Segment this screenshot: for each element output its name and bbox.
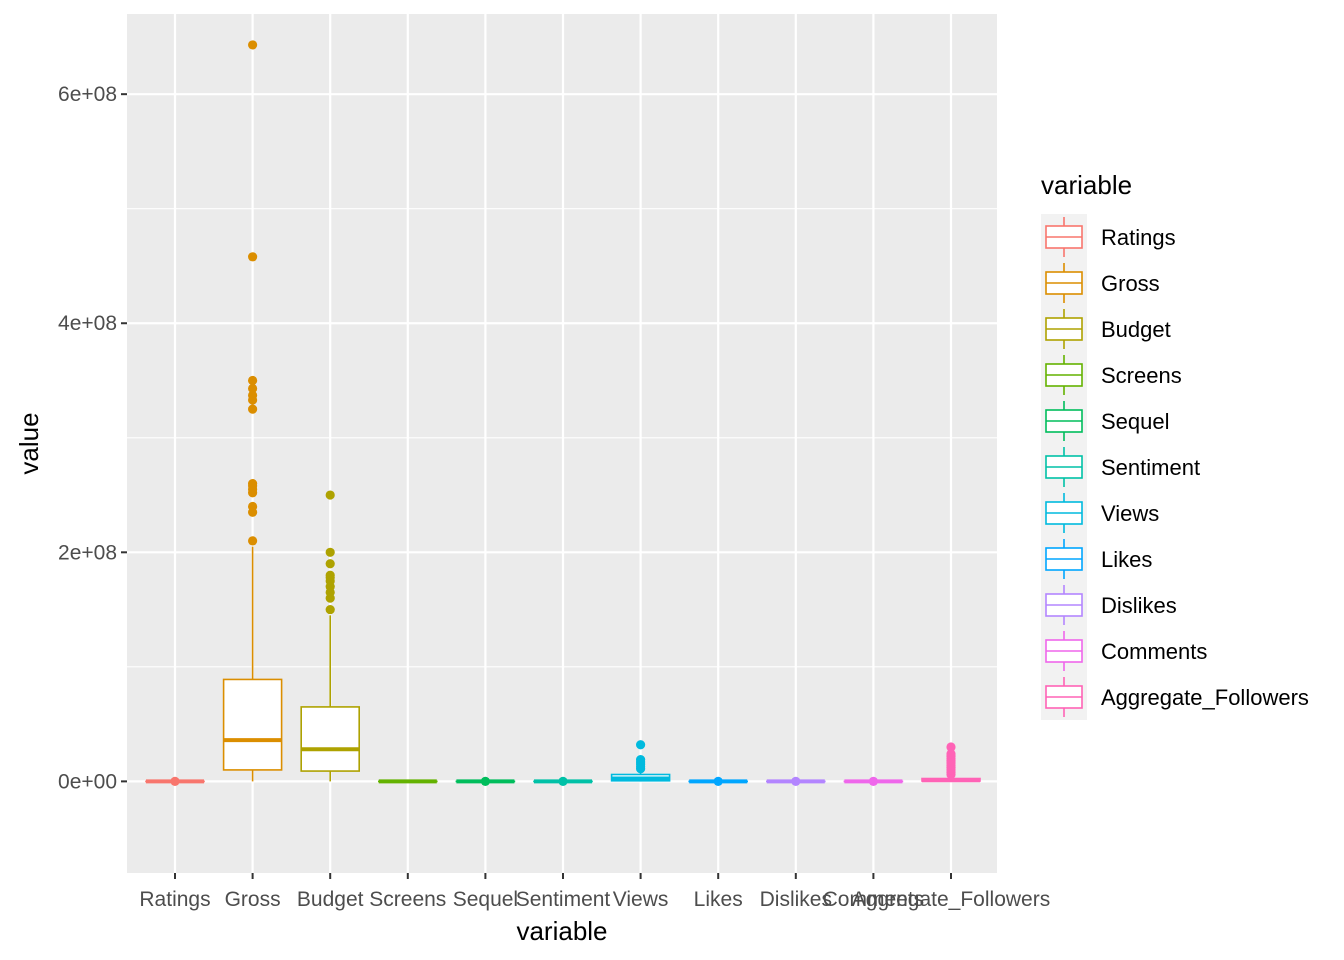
legend-label: Gross — [1101, 271, 1160, 296]
outlier-point — [868, 776, 879, 786]
legend-label: Sentiment — [1101, 455, 1200, 480]
outlier-point — [325, 547, 335, 557]
box-body — [222, 678, 283, 771]
outlier-point — [636, 755, 646, 765]
legend-label: Comments — [1101, 639, 1207, 664]
legend-label: Dislikes — [1101, 593, 1177, 618]
legend-title: variable — [1041, 170, 1132, 200]
box-comments — [843, 776, 904, 786]
outlier-point — [248, 501, 258, 512]
legend-item-gross: Gross — [1041, 260, 1160, 306]
legend-label: Screens — [1101, 363, 1182, 388]
legend-item-likes: Likes — [1041, 536, 1152, 582]
legend-item-comments: Comments — [1041, 628, 1207, 674]
box-sequel — [455, 776, 516, 786]
x-tick-label: Budget — [297, 888, 364, 911]
box-likes — [688, 776, 749, 786]
x-tick-label: Sequel — [453, 888, 518, 911]
outlier-point — [946, 749, 956, 759]
box-ratings — [145, 776, 205, 786]
legend-label: Ratings — [1101, 225, 1176, 250]
outlier-point — [791, 776, 801, 786]
legend-item-budget: Budget — [1041, 306, 1171, 352]
outlier-point — [325, 559, 335, 569]
box-gross — [222, 40, 283, 782]
legend-item-screens: Screens — [1041, 352, 1182, 398]
y-axis-title: value — [14, 412, 44, 474]
outlier-point — [248, 390, 258, 400]
outlier-point — [480, 776, 490, 786]
legend-item-sentiment: Sentiment — [1041, 444, 1200, 490]
x-tick-label: Gross — [225, 888, 281, 911]
outlier-point — [248, 375, 258, 386]
outlier-point — [325, 490, 335, 500]
y-tick-label: 2e+08 — [58, 541, 117, 564]
x-tick-label: Views — [613, 888, 669, 911]
outlier-point — [248, 536, 258, 546]
y-tick-label: 0e+00 — [58, 770, 117, 793]
x-tick-label: Aggregate_Followers — [852, 888, 1050, 911]
legend-item-sequel: Sequel — [1041, 398, 1170, 444]
outlier-point — [170, 776, 180, 786]
box-aggregate-followers — [921, 742, 981, 783]
legend: variable Ratings Gross Budget Screens Sequel S… — [1041, 170, 1309, 720]
box-dislikes — [765, 776, 826, 786]
outlier-point — [248, 404, 258, 414]
outlier-point — [558, 776, 568, 786]
legend-label: Budget — [1101, 317, 1171, 342]
outlier-point — [713, 776, 723, 786]
x-tick-label: Sentiment — [516, 888, 611, 911]
box-budget — [300, 490, 361, 782]
y-tick-label: 4e+08 — [58, 312, 117, 335]
outlier-point — [248, 383, 258, 394]
outlier-point — [248, 478, 258, 489]
legend-label: Views — [1101, 501, 1159, 526]
outlier-point — [636, 740, 646, 750]
legend-label: Likes — [1101, 547, 1152, 572]
legend-label: Aggregate_Followers — [1101, 685, 1309, 710]
y-tick-label: 6e+08 — [58, 83, 117, 106]
outlier-point — [325, 604, 335, 615]
x-tick-label: Comments — [823, 888, 925, 911]
outlier-point — [248, 252, 258, 262]
legend-label: Sequel — [1101, 409, 1170, 434]
x-tick-label: Screens — [369, 888, 446, 911]
box-body — [300, 706, 361, 772]
x-tick-label: Ratings — [139, 888, 210, 911]
x-tick-label: Likes — [694, 888, 743, 911]
legend-item-dislikes: Dislikes — [1041, 582, 1177, 628]
x-axis-title: variable — [516, 916, 607, 946]
legend-item-aggregate-followers: Aggregate_Followers — [1041, 674, 1309, 720]
legend-item-ratings: Ratings — [1041, 214, 1176, 260]
box-sentiment — [533, 776, 593, 786]
outlier-point — [248, 40, 258, 50]
outlier-point — [325, 570, 335, 580]
x-tick-label: Dislikes — [760, 888, 832, 911]
outlier-point — [946, 742, 956, 752]
legend-item-views: Views — [1041, 490, 1159, 536]
box-views — [610, 740, 671, 782]
